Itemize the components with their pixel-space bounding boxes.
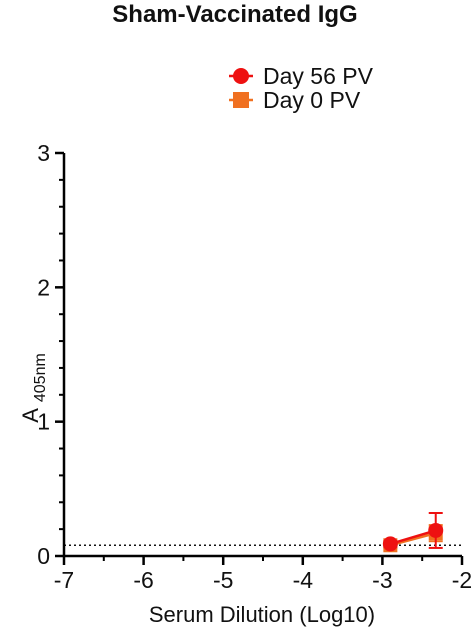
y-tick-label: 3 [37,140,50,166]
series-line-day0 [390,531,437,547]
legend-item-day0: Day 0 PV [229,87,361,113]
x-tick-label: -3 [372,567,392,593]
x-tick-label: -2 [452,567,472,593]
legend-label-day56: Day 56 PV [263,63,374,89]
y-axis-label-sub: 405nm [32,353,49,402]
axes: 0 1 2 3 -7 -6 -5 -4 -3 -2 [37,140,472,593]
x-tick-label: -6 [133,567,153,593]
legend-label-day0: Day 0 PV [263,87,361,113]
x-tick-label: -4 [293,567,314,593]
series-layer [382,512,444,553]
legend-item-day56: Day 56 PV [229,63,374,89]
x-tick-label: -5 [213,567,233,593]
data-point-day56 [382,536,398,552]
legend-marker-day0 [233,92,249,108]
series-line-day56 [390,529,437,546]
y-axis-label-main: A [18,408,43,423]
y-tick-label: 1 [37,409,50,435]
y-tick-label: 0 [37,543,50,569]
svg-text:A405nm: A 405nm [18,353,49,423]
legend: Day 56 PV Day 0 PV [229,63,374,113]
series-day56 [382,512,444,552]
x-axis-label: Serum Dilution (Log10) [149,602,375,627]
chart-title: Sham-Vaccinated IgG [112,1,357,28]
y-axis-label: A 405nm [18,353,49,423]
data-point-day56 [428,522,444,538]
y-tick-label: 2 [37,274,50,300]
legend-marker-day56 [233,68,249,84]
x-tick-label: -7 [54,567,74,593]
